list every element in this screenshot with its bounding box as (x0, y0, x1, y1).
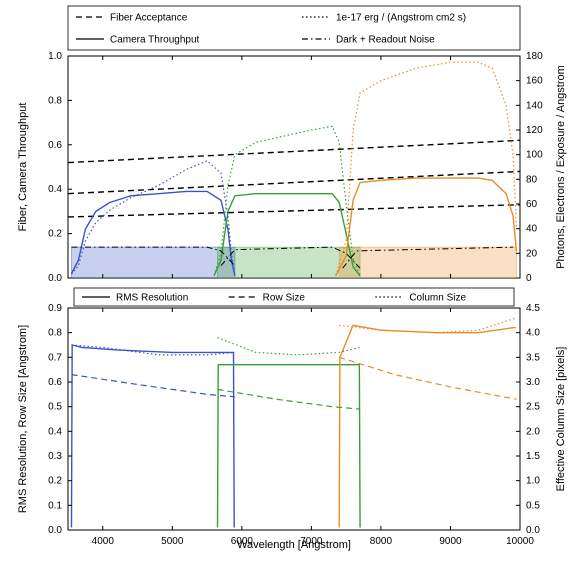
svg-text:4.0: 4.0 (526, 328, 540, 339)
svg-text:Photons, Electrons / Exposure: Photons, Electrons / Exposure / Angstrom (555, 65, 567, 269)
svg-text:4.5: 4.5 (526, 303, 540, 314)
svg-text:Fiber Acceptance: Fiber Acceptance (110, 13, 188, 24)
svg-text:3.5: 3.5 (526, 352, 540, 363)
svg-text:0.6: 0.6 (48, 140, 62, 151)
svg-text:40: 40 (526, 224, 538, 235)
svg-text:10000: 10000 (506, 536, 534, 547)
svg-text:0.5: 0.5 (526, 500, 540, 511)
svg-text:RMS Resolution, Row Size [Angs: RMS Resolution, Row Size [Angstrom] (17, 325, 29, 513)
svg-text:5000: 5000 (161, 536, 184, 547)
svg-text:Column Size: Column Size (409, 293, 466, 304)
svg-text:Camera Throughput: Camera Throughput (110, 35, 200, 46)
svg-text:160: 160 (526, 76, 543, 87)
svg-text:1.0: 1.0 (526, 476, 540, 487)
svg-text:2.5: 2.5 (526, 402, 540, 413)
svg-text:180: 180 (526, 51, 543, 62)
svg-text:Fiber, Camera Throughput: Fiber, Camera Throughput (17, 103, 29, 232)
svg-text:0: 0 (526, 273, 532, 284)
svg-text:Effective Column Size [pixels]: Effective Column Size [pixels] (555, 347, 567, 492)
svg-text:Wavelength [Angstrom]: Wavelength [Angstrom] (237, 539, 351, 551)
svg-text:0.0: 0.0 (526, 525, 540, 536)
svg-text:0.7: 0.7 (48, 352, 62, 363)
svg-text:0.1: 0.1 (48, 500, 62, 511)
svg-text:2.0: 2.0 (526, 426, 540, 437)
svg-text:0.0: 0.0 (48, 273, 62, 284)
svg-text:0.6: 0.6 (48, 377, 62, 388)
svg-text:120: 120 (526, 125, 543, 136)
svg-text:0.3: 0.3 (48, 451, 62, 462)
svg-text:0.4: 0.4 (48, 184, 62, 195)
svg-text:0.8: 0.8 (48, 95, 62, 106)
svg-text:1.5: 1.5 (526, 451, 540, 462)
svg-text:1e-17 erg / (Angstrom cm2 s): 1e-17 erg / (Angstrom cm2 s) (336, 13, 466, 24)
svg-text:100: 100 (526, 150, 543, 161)
svg-text:1.0: 1.0 (48, 51, 62, 62)
svg-text:0.5: 0.5 (48, 402, 62, 413)
svg-text:0.2: 0.2 (48, 229, 62, 240)
svg-text:3.0: 3.0 (526, 377, 540, 388)
svg-text:20: 20 (526, 248, 538, 259)
svg-text:9000: 9000 (439, 536, 462, 547)
svg-text:0.9: 0.9 (48, 303, 62, 314)
svg-text:8000: 8000 (370, 536, 393, 547)
svg-text:60: 60 (526, 199, 538, 210)
svg-text:RMS Resolution: RMS Resolution (116, 293, 188, 304)
svg-text:0.2: 0.2 (48, 476, 62, 487)
svg-text:140: 140 (526, 100, 543, 111)
svg-text:80: 80 (526, 174, 538, 185)
svg-text:0.0: 0.0 (48, 525, 62, 536)
svg-text:Dark + Readout Noise: Dark + Readout Noise (336, 35, 435, 46)
svg-text:0.4: 0.4 (48, 426, 62, 437)
svg-text:0.8: 0.8 (48, 328, 62, 339)
svg-text:4000: 4000 (92, 536, 115, 547)
svg-text:Row Size: Row Size (263, 293, 306, 304)
